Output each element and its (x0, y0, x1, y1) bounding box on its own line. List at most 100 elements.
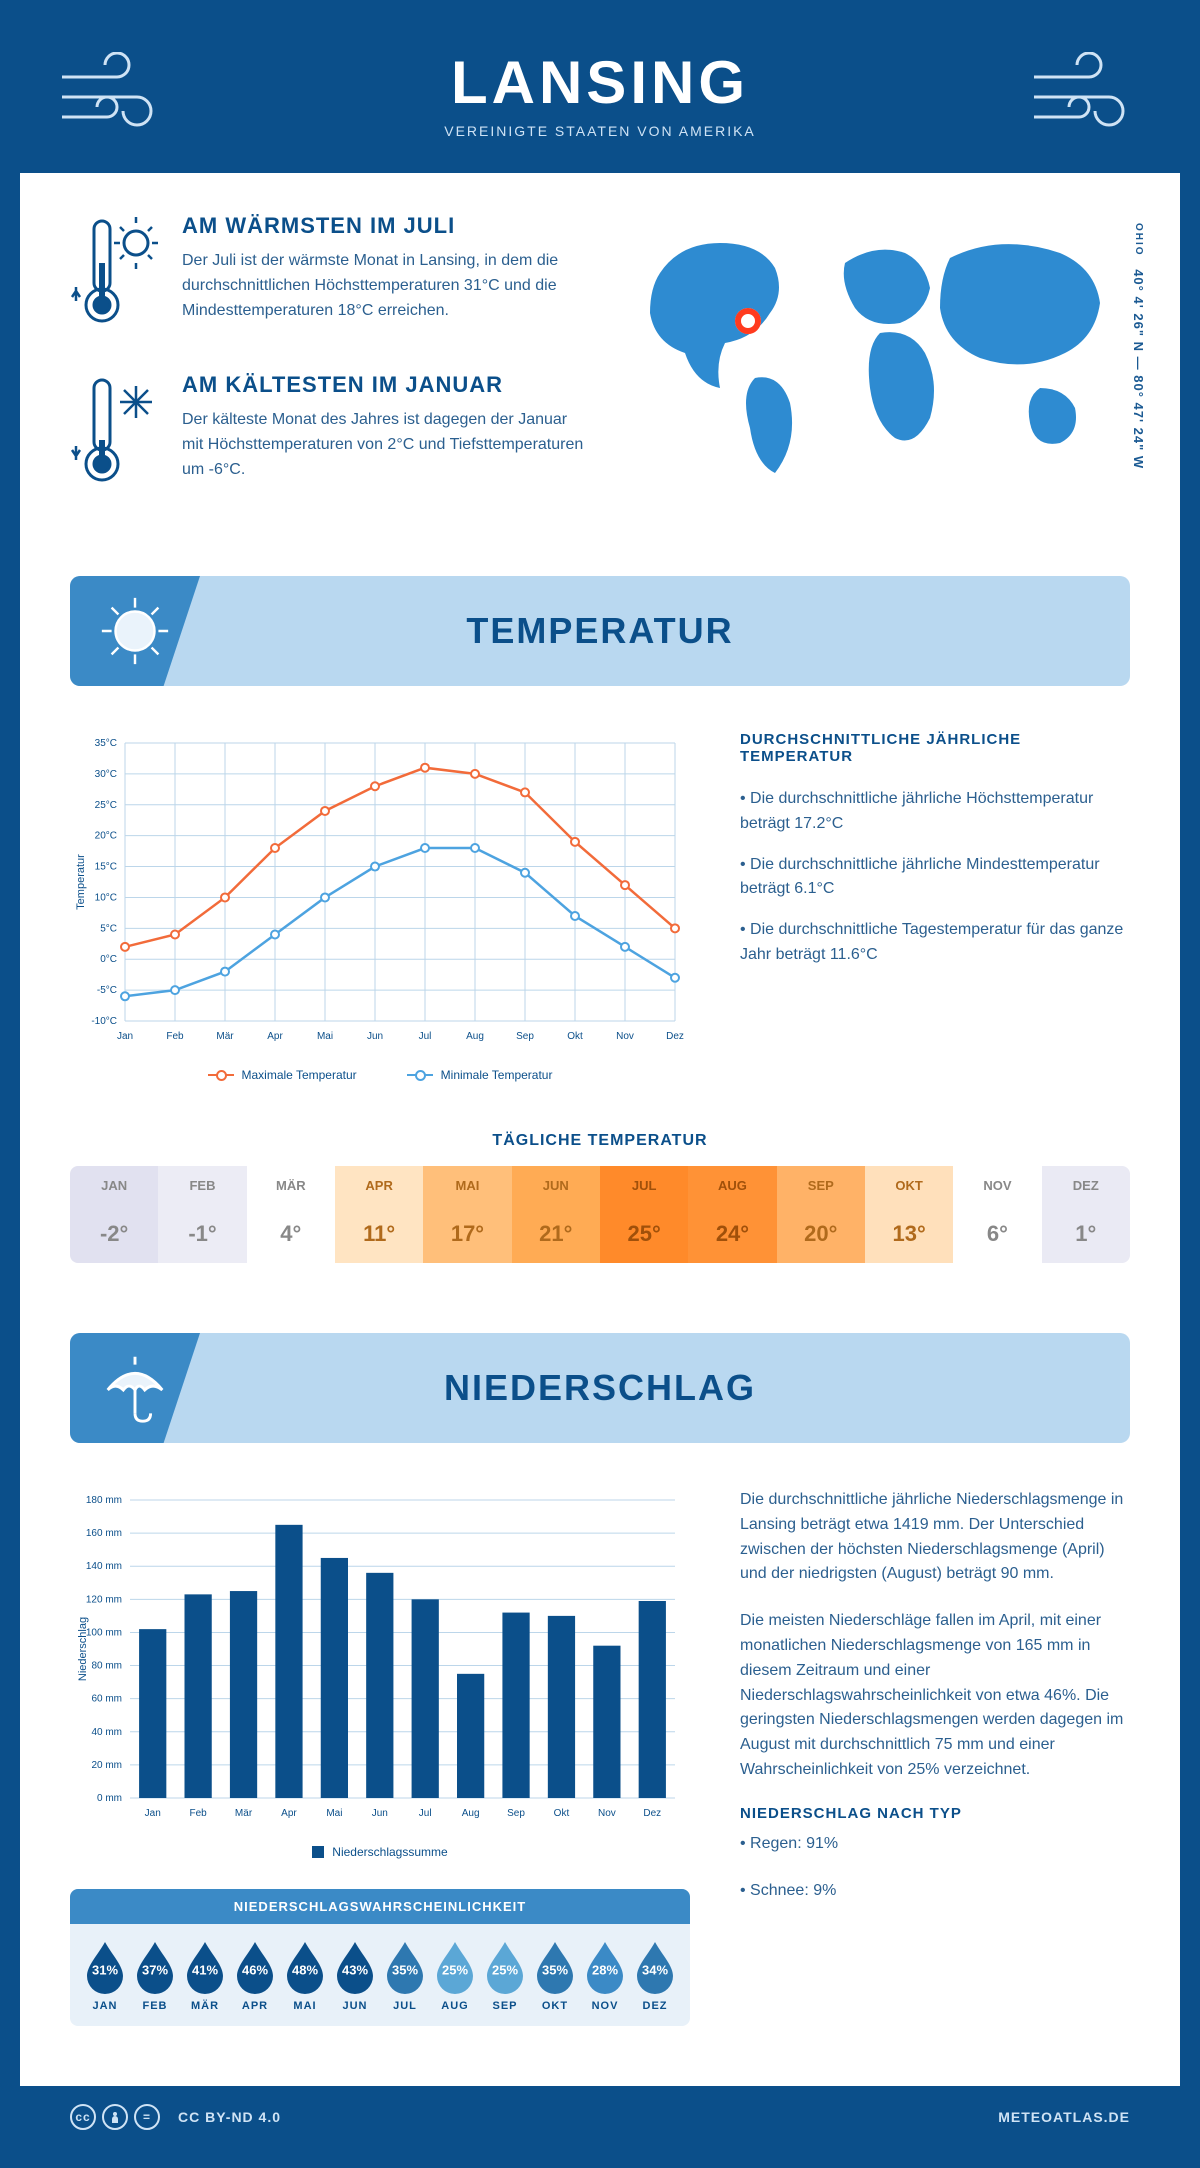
raindrop-icon: 25% (433, 1940, 477, 1994)
coordinates: OHIO 40° 4' 26" N — 80° 47' 24" W (1131, 223, 1146, 469)
temp-notes-heading: DURCHSCHNITTLICHE JÄHRLICHE TEMPERATUR (740, 731, 1130, 765)
svg-text:Jul: Jul (419, 1031, 432, 1042)
wind-icon (54, 52, 174, 142)
temperature-banner: TEMPERATUR (70, 576, 1130, 686)
daily-temp-cell: AUG24° (688, 1166, 776, 1263)
svg-text:15°C: 15°C (95, 862, 117, 873)
thermometer-hot-icon (70, 213, 160, 338)
svg-text:Nov: Nov (616, 1031, 634, 1042)
svg-text:20 mm: 20 mm (91, 1760, 122, 1771)
legend-precip: Niederschlagssumme (312, 1845, 447, 1859)
raindrop-icon: 35% (383, 1940, 427, 1994)
raindrop-icon: 48% (283, 1940, 327, 1994)
raindrop-icon: 31% (83, 1940, 127, 1994)
legend-max: .leg-item:nth-child(1) .leg-swatch::afte… (208, 1068, 357, 1082)
daily-temp-cell: DEZ1° (1042, 1166, 1130, 1263)
svg-text:5°C: 5°C (100, 923, 117, 934)
daily-temp-cell: JUL25° (600, 1166, 688, 1263)
svg-text:Nov: Nov (598, 1808, 616, 1819)
daily-temp-heading: TÄGLICHE TEMPERATUR (20, 1132, 1180, 1150)
svg-text:Okt: Okt (554, 1808, 570, 1819)
license-block: cc = CC BY-ND 4.0 (70, 2104, 281, 2130)
coldest-block: AM KÄLTESTEN IM JANUAR Der kälteste Mona… (70, 372, 590, 497)
prob-cell: 37% FEB (130, 1940, 180, 2012)
temp-note: • Die durchschnittliche Tagestemperatur … (740, 918, 1130, 968)
daily-temp-cell: APR11° (335, 1166, 423, 1263)
raindrop-icon: 43% (333, 1940, 377, 1994)
precip-type-rain: • Regen: 91% (740, 1832, 1130, 1857)
svg-text:35°C: 35°C (95, 738, 117, 749)
precipitation-probability-box: NIEDERSCHLAGSWAHRSCHEINLICHKEIT 31% JAN … (70, 1889, 690, 2026)
legend-min: .leg-item:nth-child(2) .leg-swatch::afte… (407, 1068, 553, 1082)
daily-temp-cell: JAN-2° (70, 1166, 158, 1263)
license-text: CC BY-ND 4.0 (178, 2109, 281, 2125)
svg-text:Feb: Feb (190, 1808, 208, 1819)
svg-text:Mai: Mai (326, 1808, 342, 1819)
svg-text:-10°C: -10°C (91, 1016, 117, 1027)
daily-temp-cell: NOV6° (953, 1166, 1041, 1263)
svg-text:Dez: Dez (643, 1808, 661, 1819)
site-name: METEOATLAS.DE (998, 2109, 1130, 2125)
temperature-line-chart: -10°C-5°C0°C5°C10°C15°C20°C25°C30°C35°CJ… (70, 731, 690, 1082)
precipitation-banner: NIEDERSCHLAG (70, 1333, 1130, 1443)
precip-para: Die durchschnittliche jährliche Niedersc… (740, 1488, 1130, 1587)
raindrop-icon: 34% (633, 1940, 677, 1994)
svg-text:25°C: 25°C (95, 800, 117, 811)
svg-text:Jan: Jan (117, 1031, 133, 1042)
svg-text:Aug: Aug (462, 1808, 480, 1819)
daily-temp-cell: MÄR4° (247, 1166, 335, 1263)
svg-text:180 mm: 180 mm (86, 1495, 122, 1506)
svg-text:Sep: Sep (516, 1031, 534, 1042)
svg-text:Temperatur: Temperatur (75, 854, 87, 910)
prob-cell: 25% SEP (480, 1940, 530, 2012)
svg-text:Sep: Sep (507, 1808, 525, 1819)
precipitation-heading: NIEDERSCHLAG (444, 1367, 756, 1409)
raindrop-icon: 28% (583, 1940, 627, 1994)
precip-type-snow: • Schnee: 9% (740, 1879, 1130, 1904)
prob-title: NIEDERSCHLAGSWAHRSCHEINLICHKEIT (70, 1889, 690, 1924)
warmest-body: Der Juli ist der wärmste Monat in Lansin… (182, 249, 590, 323)
svg-text:Aug: Aug (466, 1031, 484, 1042)
svg-text:140 mm: 140 mm (86, 1561, 122, 1572)
world-map-block: OHIO 40° 4' 26" N — 80° 47' 24" W (630, 213, 1130, 531)
header: LANSING VEREINIGTE STAATEN VON AMERIKA (20, 20, 1180, 173)
prob-cell: 25% AUG (430, 1940, 480, 2012)
prob-cell: 35% OKT (530, 1940, 580, 2012)
svg-text:10°C: 10°C (95, 892, 117, 903)
svg-text:0°C: 0°C (100, 954, 117, 965)
prob-cell: 46% APR (230, 1940, 280, 2012)
temperature-heading: TEMPERATUR (466, 610, 733, 652)
prob-cell: 41% MÄR (180, 1940, 230, 2012)
raindrop-icon: 37% (133, 1940, 177, 1994)
footer: cc = CC BY-ND 4.0 METEOATLAS.DE (20, 2086, 1180, 2148)
svg-text:0 mm: 0 mm (97, 1793, 122, 1804)
prob-cell: 31% JAN (80, 1940, 130, 2012)
svg-text:20°C: 20°C (95, 831, 117, 842)
daily-temp-cell: FEB-1° (158, 1166, 246, 1263)
svg-text:Mär: Mär (216, 1031, 234, 1042)
svg-text:60 mm: 60 mm (91, 1694, 122, 1705)
coldest-body: Der kälteste Monat des Jahres ist dagege… (182, 408, 590, 482)
page-subtitle: VEREINIGTE STAATEN VON AMERIKA (40, 123, 1160, 139)
raindrop-icon: 41% (183, 1940, 227, 1994)
prob-cell: 35% JUL (380, 1940, 430, 2012)
daily-temp-cell: MAI17° (423, 1166, 511, 1263)
warmest-block: AM WÄRMSTEN IM JULI Der Juli ist der wär… (70, 213, 590, 338)
svg-text:80 mm: 80 mm (91, 1661, 122, 1672)
svg-text:-5°C: -5°C (97, 985, 117, 996)
world-map-icon (630, 213, 1130, 493)
svg-text:100 mm: 100 mm (86, 1627, 122, 1638)
cc-icon: cc (70, 2104, 96, 2130)
temp-note: • Die durchschnittliche jährliche Höchst… (740, 787, 1130, 837)
page-title: LANSING (40, 48, 1160, 117)
daily-temp-cell: OKT13° (865, 1166, 953, 1263)
daily-temperature-table: JAN-2°FEB-1°MÄR4°APR11°MAI17°JUN21°JUL25… (70, 1166, 1130, 1263)
svg-text:Dez: Dez (666, 1031, 684, 1042)
raindrop-icon: 46% (233, 1940, 277, 1994)
svg-text:Jun: Jun (372, 1808, 388, 1819)
svg-text:Jan: Jan (145, 1808, 161, 1819)
precipitation-bar-chart: 0 mm20 mm40 mm60 mm80 mm100 mm120 mm140 … (70, 1488, 690, 1859)
prob-cell: 43% JUN (330, 1940, 380, 2012)
svg-text:Apr: Apr (281, 1808, 297, 1819)
svg-text:Apr: Apr (267, 1031, 283, 1042)
